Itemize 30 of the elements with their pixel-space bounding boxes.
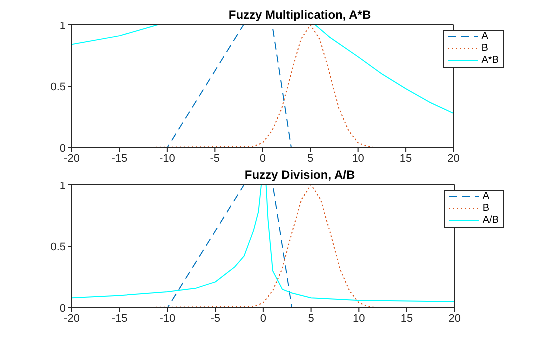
x-tick-label: -15 <box>112 312 128 325</box>
legend-label: A*B <box>482 55 499 67</box>
legend-label: A <box>482 191 490 203</box>
legend-label: A <box>482 31 488 43</box>
y-tick-label: 0.5 <box>50 241 66 254</box>
x-tick-label: 15 <box>400 312 414 325</box>
y-tick-label: 0 <box>60 302 66 315</box>
legend-label: B <box>482 43 488 55</box>
x-tick-label: 10 <box>352 152 364 165</box>
y-tick-label: 0.5 <box>50 81 66 94</box>
x-tick-label: -20 <box>64 152 80 165</box>
x-tick-label: -5 <box>210 152 220 165</box>
x-tick-label: -15 <box>112 152 128 165</box>
x-tick-label: 10 <box>353 312 366 325</box>
x-tick-label: -20 <box>64 312 80 325</box>
x-tick-label: -10 <box>159 152 176 165</box>
x-tick-label: 5 <box>308 312 314 325</box>
x-tick-label: 5 <box>308 152 314 165</box>
legend-label: B <box>482 203 490 215</box>
legend-label: A/B <box>482 215 499 227</box>
x-tick-label: 0 <box>260 152 266 165</box>
y-tick-label: 0 <box>60 142 66 155</box>
x-tick-label: 20 <box>448 152 460 165</box>
x-tick-label: 0 <box>260 312 266 325</box>
chart-title: Fuzzy Multiplication, A*B <box>228 8 372 22</box>
x-tick-label: 15 <box>400 152 412 165</box>
x-tick-label: -5 <box>210 312 220 325</box>
chart-title: Fuzzy Division, A/B <box>244 168 356 182</box>
x-tick-label: -10 <box>160 312 176 325</box>
x-tick-label: 20 <box>448 312 461 325</box>
